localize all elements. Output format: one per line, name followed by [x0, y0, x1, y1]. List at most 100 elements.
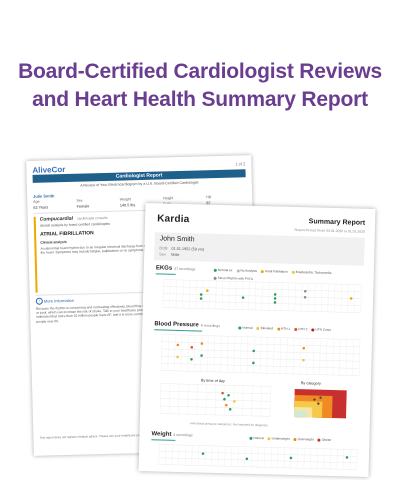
- legend-swatch: [213, 276, 217, 280]
- bp-section-title: Blood Pressure 9 recordings: [154, 321, 221, 329]
- gridline: [312, 338, 315, 375]
- gridline: [294, 282, 296, 311]
- gridline: [316, 448, 318, 469]
- legend-swatch: [317, 438, 321, 442]
- gridline: [220, 336, 222, 373]
- legend-label: Normal ex: [217, 267, 233, 273]
- gridline: [339, 339, 341, 376]
- gridline: [353, 284, 356, 313]
- field-value: 62 Years: [33, 205, 49, 210]
- gridline: [286, 337, 288, 374]
- bp-point: [302, 346, 306, 350]
- gridline: [336, 449, 338, 470]
- gridline: [340, 284, 342, 313]
- legend-swatch: [213, 268, 217, 272]
- legend-entry: Normal ex: [213, 267, 233, 273]
- bp-time-point: [233, 400, 236, 403]
- finding-card: Compucardial cardiologist consults clinic…: [33, 213, 162, 293]
- gridline: [327, 283, 329, 312]
- gridline: [360, 284, 362, 313]
- gridline: [184, 445, 186, 466]
- gridline: [233, 336, 235, 373]
- legend-entry: Normal: [249, 435, 264, 441]
- gridline: [292, 337, 295, 374]
- legend-label: Atrial Fibrillation: [264, 269, 288, 274]
- legend-label: Bradycardia, Tachycardia: [295, 269, 332, 275]
- gridline: [242, 385, 244, 416]
- gridline: [323, 448, 325, 469]
- gridline: [301, 283, 303, 312]
- bp-point: [252, 349, 256, 353]
- bp-by-time-title: By time of day: [200, 378, 226, 384]
- ekg-count: 47 recordings: [174, 266, 196, 272]
- category-zone-normal: [293, 410, 307, 418]
- bp-category-point: [313, 398, 316, 401]
- bp-point: [190, 357, 193, 361]
- bp-count: 9 recordings: [200, 323, 221, 329]
- gridline: [235, 281, 237, 310]
- ekg-point: [349, 297, 353, 300]
- patient-panel: John Smith DOB 01.01.1952 (59 yrs) Sex Mal…: [154, 232, 365, 266]
- gridline: [250, 446, 252, 467]
- weight-point: [245, 457, 249, 461]
- patient-dob: DOB 01.01.1952 (59 yrs): [159, 246, 205, 252]
- legend-swatch: [249, 436, 253, 440]
- bp-point: [200, 342, 204, 345]
- bp-category-point: [319, 396, 322, 399]
- legend-label: HTN Crisis: [315, 327, 331, 332]
- gridline: [171, 444, 173, 465]
- legend-swatch: [293, 437, 297, 441]
- gridline: [187, 335, 189, 372]
- legend-label: HTN 2: [298, 327, 308, 332]
- gridline: [274, 282, 276, 311]
- gridline: [314, 283, 316, 312]
- gridline: [163, 279, 362, 285]
- gridline: [358, 339, 361, 376]
- legend-entry: HTN 1: [276, 326, 291, 331]
- legend-label: HTN 1: [280, 326, 291, 331]
- gridline: [273, 337, 275, 374]
- ekg-point: [205, 289, 209, 292]
- patient-name: John Smith: [159, 235, 195, 244]
- gridline: [211, 445, 213, 466]
- gridline: [193, 335, 196, 372]
- gridline: [213, 335, 216, 372]
- gridline: [310, 448, 312, 469]
- gridline: [279, 337, 282, 374]
- gridline: [281, 282, 283, 311]
- gridline: [347, 284, 349, 313]
- gridline: [248, 281, 250, 310]
- bp-chart: [160, 334, 361, 376]
- legend-entry: Obese: [317, 437, 332, 442]
- gridline: [330, 448, 331, 469]
- legend-entry: Underweight: [267, 436, 290, 441]
- field-label: HR: [206, 195, 212, 200]
- gridline: [204, 445, 206, 466]
- more-information-heading: More Information: [43, 297, 75, 304]
- gridline: [253, 336, 255, 373]
- field-label: Sex: [76, 198, 83, 203]
- gridline: [169, 279, 171, 308]
- ekg-point: [303, 289, 307, 293]
- gridline: [180, 335, 183, 372]
- gridline: [208, 280, 210, 309]
- gridline: [207, 335, 209, 372]
- legend-entry: No Analysis: [236, 268, 257, 273]
- ekg-section-title: EKGs 47 recordings: [155, 265, 196, 272]
- legend-label: Normal: [253, 435, 264, 441]
- gridline: [297, 448, 298, 469]
- gridline: [196, 384, 198, 415]
- legend-label: Normal: [242, 325, 253, 330]
- bp-category-point: [317, 402, 320, 405]
- legend-swatch: [291, 270, 295, 274]
- field-label: Weight: [119, 197, 131, 202]
- bp-point: [252, 361, 255, 365]
- gridline: [277, 447, 279, 468]
- legend-label: Obese: [321, 437, 332, 442]
- gridline: [319, 338, 321, 375]
- finding-title: ATRIAL FIBRILLATION: [40, 230, 94, 238]
- gridline: [169, 383, 171, 414]
- gridline: [268, 282, 270, 311]
- legend-entry: Elevated: [256, 326, 273, 330]
- kardia-logo: Kardia: [156, 213, 190, 226]
